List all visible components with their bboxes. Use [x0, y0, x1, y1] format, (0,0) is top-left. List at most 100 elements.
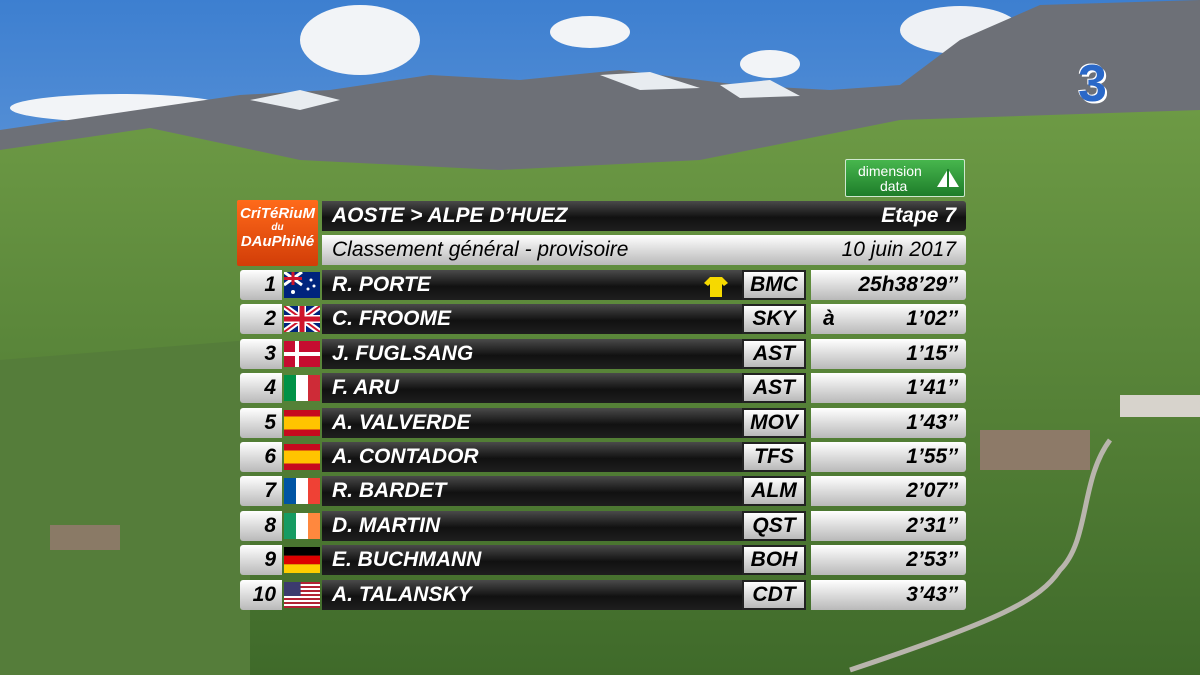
- flag-part: [296, 512, 308, 539]
- flag-part: [296, 375, 308, 402]
- team: ALM: [742, 476, 806, 507]
- flag-part: [284, 375, 296, 402]
- rank: 6: [240, 442, 282, 472]
- time-box: 2’31’’: [811, 510, 966, 541]
- standing-row: 8 D. MARTIN QST 2’31’’: [240, 510, 966, 544]
- snow: [600, 72, 700, 90]
- rank: 2: [240, 304, 282, 335]
- flag-part: [284, 416, 320, 430]
- race-logo-text: du: [271, 222, 284, 233]
- flag-part: [284, 581, 320, 608]
- snow: [720, 80, 800, 98]
- time-box: 2’07’’: [811, 476, 966, 507]
- flag-part: [284, 605, 320, 608]
- flag-part: [284, 375, 320, 402]
- flag: [284, 409, 320, 441]
- rank: 7: [240, 476, 282, 507]
- flag: [284, 512, 320, 544]
- flag-part: [284, 478, 296, 505]
- rider-name: A. CONTADOR: [332, 445, 479, 468]
- rank: 3: [240, 338, 282, 369]
- time-box: 1’41’’: [811, 373, 966, 404]
- flag-part: [308, 375, 320, 402]
- flag-part: [284, 272, 302, 285]
- flag-part: [284, 340, 320, 367]
- flag-part: [284, 585, 320, 588]
- rider-name: A. TALANSKY: [332, 582, 472, 606]
- flag-part: [284, 409, 320, 436]
- rider-name: R. PORTE: [332, 273, 431, 296]
- flag-part: [308, 512, 320, 539]
- sponsor-badge: dimension data: [845, 159, 965, 197]
- rank: 1: [240, 270, 282, 300]
- flag-part: [704, 277, 728, 297]
- rank: 8: [240, 510, 282, 541]
- time-box: 3’43’’: [811, 579, 966, 610]
- slope: [0, 340, 250, 675]
- stage-route: AOSTE > ALPE D’HUEZ: [332, 204, 568, 227]
- road: [849, 438, 1113, 673]
- time: 1’15’’: [906, 341, 958, 365]
- channel-logo: 3: [1078, 55, 1107, 113]
- team: AST: [742, 338, 806, 369]
- rider-bar: J. FUGLSANG: [322, 338, 744, 369]
- flag-part: [284, 512, 320, 539]
- flag: [284, 581, 320, 613]
- rider-name: J. FUGLSANG: [332, 341, 474, 365]
- time: 25h38’29’’: [858, 273, 958, 296]
- rider-name: C. FROOME: [332, 307, 451, 331]
- time-box: 1’15’’: [811, 338, 966, 369]
- time: 1’02’’: [906, 307, 958, 331]
- standing-row: 7 R. BARDET ALM 2’07’’: [240, 476, 966, 507]
- flag-part: [309, 278, 313, 282]
- rider-bar: A. CONTADOR: [322, 442, 744, 472]
- flag-part: [284, 340, 320, 367]
- buildings: [980, 430, 1090, 470]
- flag-part: [284, 601, 320, 604]
- flag-part: [284, 450, 320, 464]
- team: BOH: [742, 545, 806, 576]
- flag-part: [284, 581, 301, 596]
- rider-name: F. ARU: [332, 376, 399, 400]
- flag-part: [284, 581, 320, 584]
- standing-row: 10 A. TALANSKY CDT 3’43’’: [240, 579, 966, 613]
- rider-name: E. BUCHMANN: [332, 548, 482, 572]
- flag: [282, 303, 322, 337]
- rider-name: R. BARDET: [332, 479, 447, 503]
- time: 2’31’’: [906, 513, 958, 537]
- team: QST: [742, 510, 806, 541]
- classification: Classement général - provisoire: [332, 238, 629, 261]
- standing-row: 4 F. ARU AST 1’41’’: [240, 373, 966, 404]
- date: 10 juin 2017: [841, 238, 956, 261]
- team: BMC: [742, 270, 806, 300]
- flag-part: [284, 547, 320, 574]
- time: 3’43’’: [906, 582, 958, 606]
- time-box: 2’53’’: [811, 545, 966, 576]
- rider-name: D. MARTIN: [332, 513, 441, 537]
- stage: Etape 7: [881, 204, 956, 227]
- rider-bar: A. TALANSKY: [322, 579, 744, 610]
- flag-part: [312, 284, 316, 288]
- flag-part: [284, 589, 320, 592]
- rank: 10: [240, 579, 282, 610]
- rider-bar: D. MARTIN: [322, 510, 744, 541]
- rank: 4: [240, 373, 282, 404]
- team: SKY: [742, 304, 806, 335]
- time: 2’07’’: [906, 479, 958, 503]
- standing-row: 6 A. CONTADOR TFS 1’55’’: [240, 442, 966, 472]
- subheader-bar: Classement général - provisoire 10 juin …: [322, 235, 966, 265]
- flag: [284, 444, 320, 475]
- rider-name: A. VALVERDE: [332, 410, 471, 434]
- time-box: 1’43’’: [811, 407, 966, 438]
- building: [1120, 395, 1200, 417]
- time: 2’53’’: [906, 548, 958, 572]
- time: 1’55’’: [906, 445, 958, 468]
- rider-bar: F. ARU: [322, 373, 744, 404]
- sponsor-text: dimension: [858, 163, 922, 179]
- standing-row: 3 J. FUGLSANG AST 1’15’’: [240, 338, 966, 369]
- standing-row: 5 A. VALVERDE MOV 1’43’’: [240, 407, 966, 441]
- flag-part: [284, 597, 320, 600]
- flag-part: [284, 512, 296, 539]
- time: 1’41’’: [906, 376, 958, 400]
- time-box: 25h38’29’’: [811, 270, 966, 300]
